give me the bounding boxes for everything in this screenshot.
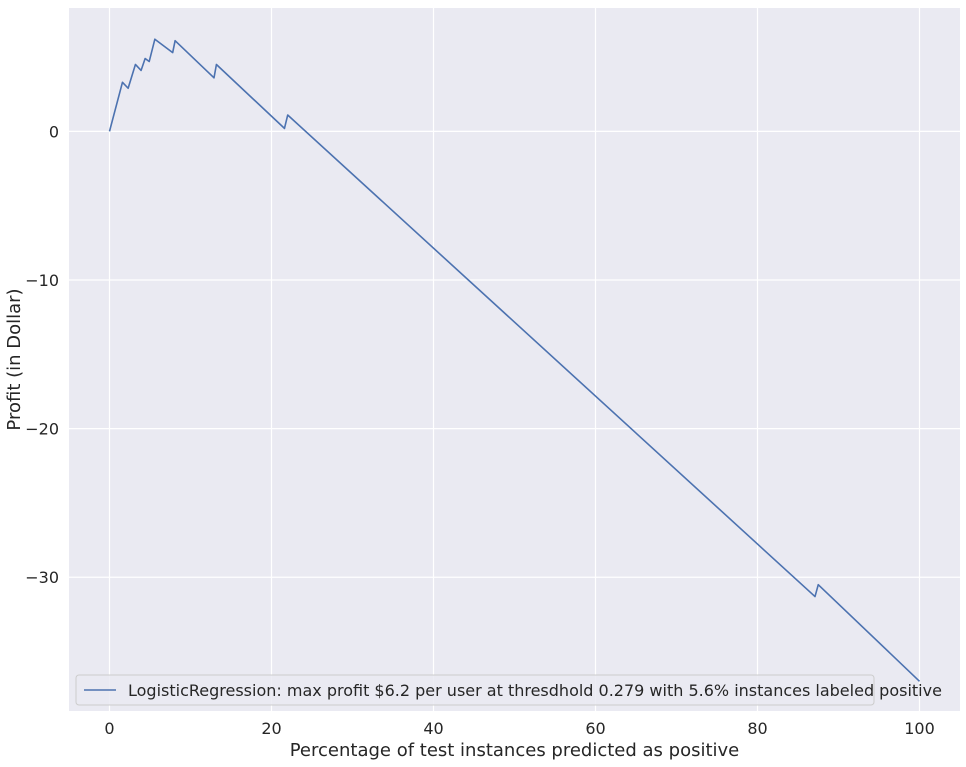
y-tick-label: 0 [49,122,59,141]
grid [69,8,960,711]
y-tick-label: −30 [25,568,59,587]
legend: LogisticRegression: max profit $6.2 per … [75,674,942,706]
x-tick-label: 80 [747,719,767,738]
y-axis-label: Profit (in Dollar) [4,288,25,430]
y-tick-label: −20 [25,420,59,439]
legend-box [75,674,875,706]
series-line [108,38,921,682]
x-tick-label: 40 [423,719,443,738]
x-tick-label: 60 [585,719,605,738]
x-tick-label: 20 [261,719,281,738]
x-axis-label: Percentage of test instances predicted a… [290,740,740,761]
y-tick-label: −10 [25,271,59,290]
axis-ticks: 0 20 40 60 80 100 0 −10 −20 −30 [25,122,935,738]
legend-entry: LogisticRegression: max profit $6.2 per … [128,681,942,700]
plot-background [69,8,960,711]
x-tick-label: 0 [104,719,114,738]
x-tick-label: 100 [904,719,935,738]
series-layer [108,38,921,682]
